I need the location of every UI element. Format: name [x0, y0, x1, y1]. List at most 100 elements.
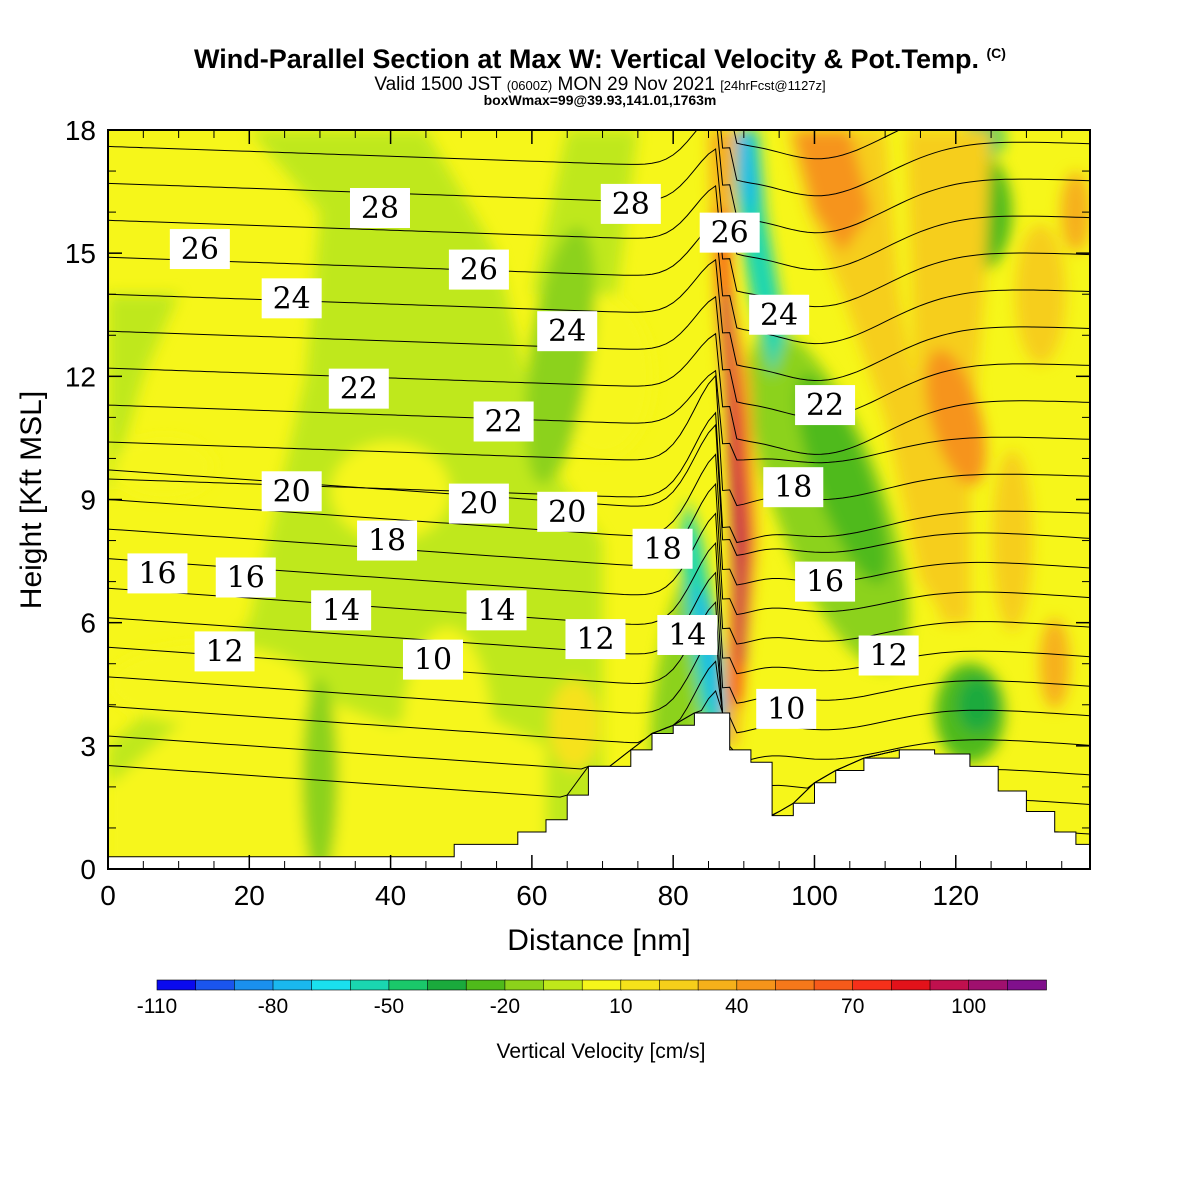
x-tick-label: 80 — [658, 880, 689, 911]
colorbar-swatch — [311, 979, 352, 991]
field-region — [786, 130, 949, 623]
contour-label: 28 — [361, 191, 399, 226]
theta-contour-line — [108, 184, 1090, 308]
field-region — [330, 441, 451, 542]
field-region — [793, 130, 871, 254]
valid-prefix: Valid 1500 JST — [374, 74, 502, 95]
contour-label-box — [261, 278, 322, 319]
box-info: boxWmax=99@39.93,141.01,1763m — [483, 92, 717, 108]
field-region — [1060, 172, 1090, 253]
contour-label-box — [466, 590, 527, 631]
colorbar-tick-label: -110 — [137, 995, 177, 1018]
contour-label-box — [749, 294, 810, 335]
contour-label-box — [858, 635, 919, 676]
colorbar-swatch — [929, 979, 970, 991]
theta-contour-line — [108, 630, 1090, 761]
contour-label-box — [328, 368, 389, 409]
contour-label-box — [795, 561, 856, 602]
contour-label: 20 — [273, 474, 311, 509]
y-tick-label: 15 — [65, 238, 96, 269]
y-tick-label: 6 — [80, 608, 96, 639]
theta-contour-line — [108, 482, 1090, 616]
colorbar-swatch — [620, 979, 661, 991]
colorbar-swatch — [272, 979, 313, 991]
contour-label: 14 — [668, 618, 706, 653]
chart-subtitle: Valid 1500 JST (0600Z) MON 29 Nov 2021 [… — [0, 74, 1200, 96]
contour-label: 10 — [767, 692, 805, 727]
colorbar-tick-label: -50 — [374, 995, 404, 1018]
axis-ticks: 0 20 40 60 80 100 120 0 3 6 9 12 15 18 — [65, 115, 1090, 911]
theta-contour-line — [108, 601, 1090, 734]
contour-label-box — [537, 491, 598, 532]
colorbar-swatch — [504, 979, 545, 991]
colorbar-swatch — [427, 979, 468, 991]
colorbar-swatch — [349, 979, 390, 991]
colorbar-swatch — [813, 979, 854, 991]
field-region — [722, 294, 748, 664]
contour-label: 24 — [548, 314, 586, 349]
contour-label: 22 — [340, 372, 378, 407]
colorbar-swatch — [775, 979, 815, 991]
contour-label: 12 — [870, 639, 908, 674]
contour-label-box — [448, 249, 509, 290]
contour-label: 10 — [414, 643, 452, 678]
colorbar-tick-label: -80 — [258, 995, 288, 1018]
theta-contour-line — [108, 332, 1090, 455]
field-region — [1039, 618, 1070, 709]
x-tick-label: 100 — [791, 880, 838, 911]
contour-label-box — [632, 528, 693, 569]
colorbar-swatch — [543, 979, 584, 991]
colorbar-swatch — [852, 979, 893, 991]
contour-label: 24 — [760, 298, 798, 333]
contour-label-box — [357, 520, 418, 561]
theta-contour-line — [108, 369, 1090, 464]
colorbar-swatch — [697, 979, 738, 991]
x-tick-label: 40 — [375, 880, 406, 911]
contour-label: 18 — [368, 524, 406, 559]
contour-label: 24 — [273, 281, 311, 316]
colorbar-swatch — [195, 979, 236, 991]
field-region — [402, 627, 493, 848]
copyright-mark: (C) — [986, 45, 1006, 61]
colorbar-tick-label: 70 — [841, 995, 864, 1018]
contour-label: 16 — [806, 565, 844, 600]
colorbar-swatch — [581, 979, 622, 991]
contour-label-box — [448, 483, 509, 524]
colorbar-swatch — [968, 979, 1009, 991]
y-tick-label: 0 — [80, 854, 96, 885]
theta-contour-line — [108, 374, 1090, 507]
colorbar-swatch — [234, 979, 274, 991]
theta-contour-line — [108, 0, 1090, 85]
theta-contour-line — [108, 221, 1090, 345]
colorbar-tick-label: 40 — [725, 995, 748, 1018]
x-tick-label: 0 — [100, 880, 116, 911]
contour-label-box — [311, 590, 372, 631]
colorbar-tick-label: 10 — [609, 995, 632, 1018]
title-text: Wind-Parallel Section at Max W: Vertical… — [194, 44, 979, 74]
y-axis-label: Height [Kft MSL] — [15, 391, 48, 609]
contour-label-box — [194, 631, 255, 672]
contour-label: 22 — [806, 388, 844, 423]
field-region — [301, 678, 338, 869]
field-region — [1015, 224, 1066, 365]
y-tick-label: 18 — [65, 115, 96, 146]
colorbar: -110 -80 -50 -20 10 40 70 100 — [137, 979, 1047, 1018]
colorbar-swatch — [659, 979, 700, 991]
x-tick-label: 60 — [516, 880, 547, 911]
colorbar-swatch — [156, 979, 197, 991]
contour-label: 14 — [477, 593, 515, 628]
theta-contour-line — [108, 295, 1090, 419]
contour-label: 18 — [643, 532, 681, 567]
contour-label: 16 — [138, 556, 176, 591]
colorbar-label: Vertical Velocity [cm/s] — [497, 1040, 706, 1063]
contour-label-box — [756, 688, 817, 729]
colorbar-swatch — [388, 979, 429, 991]
colorbar-tick-label: -20 — [490, 995, 520, 1018]
colorbar-tick-label: 100 — [951, 995, 986, 1018]
field-region — [108, 294, 179, 500]
contour-label: 16 — [227, 561, 265, 596]
chart-title: Wind-Parallel Section at Max W: Vertical… — [0, 44, 1200, 75]
x-axis-label: Distance [nm] — [507, 924, 690, 957]
contour-label: 18 — [774, 470, 812, 505]
